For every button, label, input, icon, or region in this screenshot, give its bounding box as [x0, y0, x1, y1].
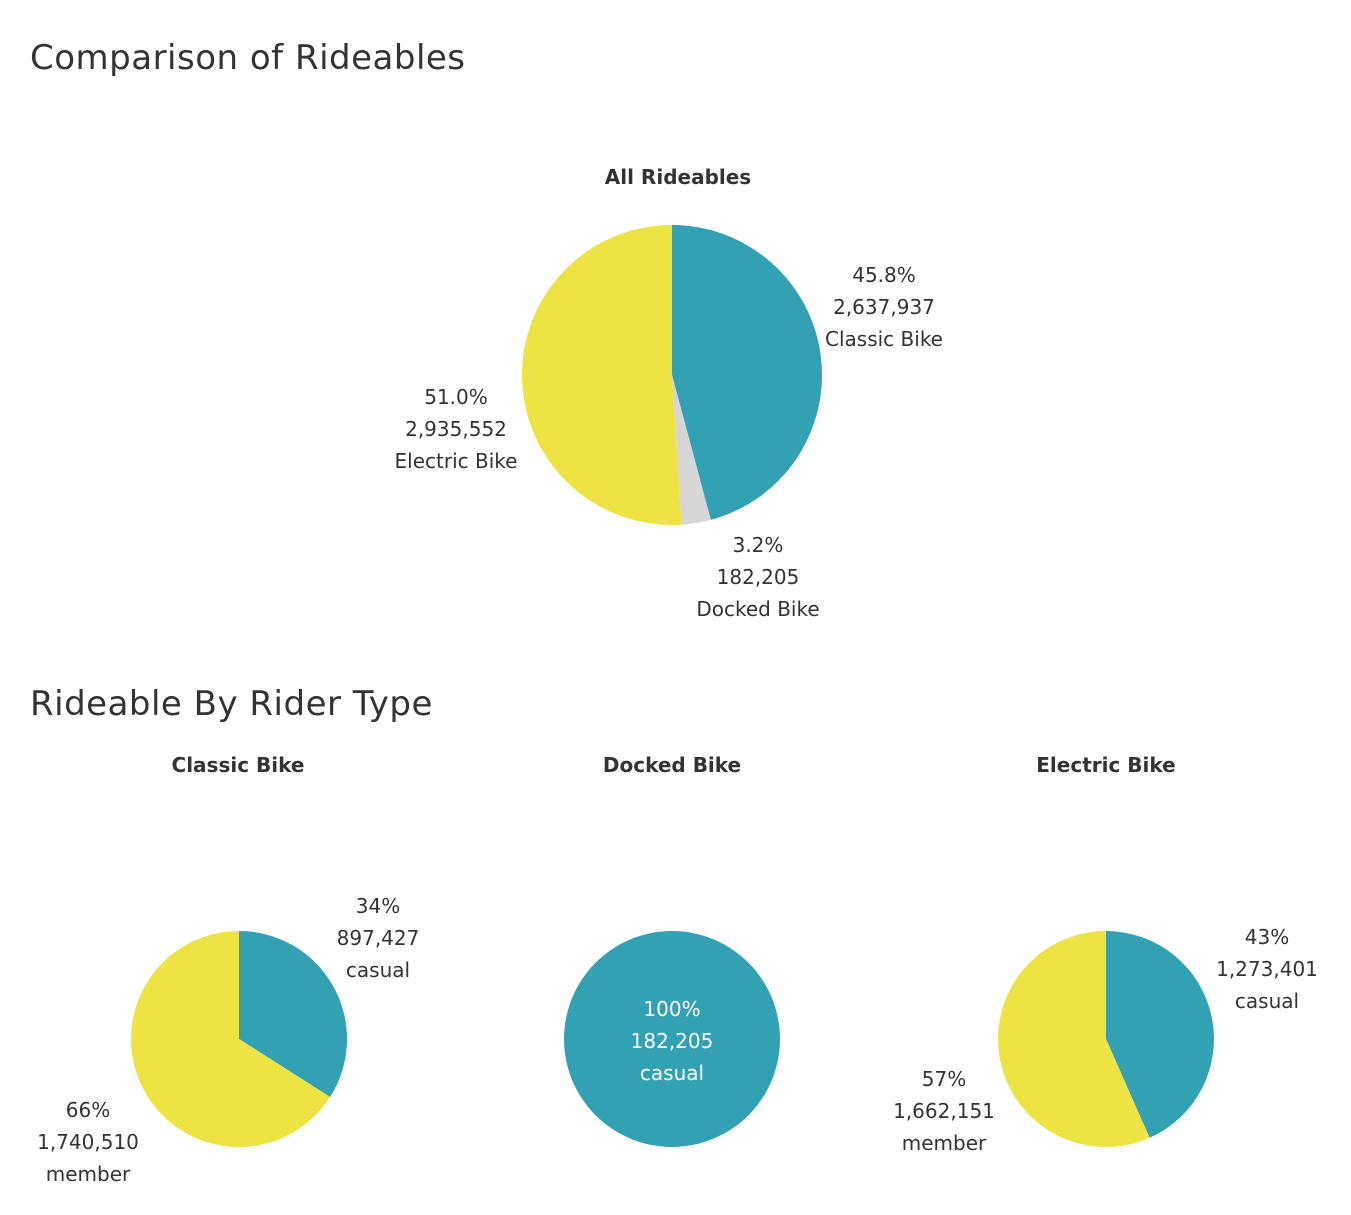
pie-label-category: Classic Bike — [825, 327, 943, 351]
pie-label-percent: 3.2% — [732, 533, 784, 557]
pie-label-category: member — [45, 1162, 131, 1186]
pie-label-value: 182,205 — [630, 1029, 714, 1053]
pie-label-category: Electric Bike — [394, 449, 518, 473]
pie-label-value: 897,427 — [336, 926, 420, 950]
pie-label-classic-bike: 45.8% 2,637,937 Classic Bike — [825, 259, 943, 355]
pie-label-value: 1,273,401 — [1216, 957, 1318, 981]
pie-label-value: 1,740,510 — [37, 1130, 139, 1154]
pie-label-casual: 34% 897,427 casual — [337, 890, 420, 986]
chart-title-electric-bike: Electric Bike — [1036, 753, 1176, 777]
pie-label-percent: 100% — [643, 997, 701, 1021]
pie-slice-member — [998, 931, 1150, 1148]
pie-label-value: 2,637,937 — [833, 295, 935, 319]
pie-slice-docked-bike — [672, 375, 711, 525]
pie-label-percent: 34% — [355, 894, 401, 918]
pie-label-category: casual — [639, 1061, 705, 1085]
pie-slice-member — [130, 931, 331, 1147]
pie-label-member: 57% 1,662,151 member — [893, 1063, 995, 1159]
pie-label-category: Docked Bike — [696, 597, 820, 621]
chart-title-docked-bike: Docked Bike — [602, 753, 742, 777]
page-title: Comparison of Rideables — [30, 38, 466, 78]
pie-label-category: member — [901, 1131, 987, 1155]
pie-label-category: casual — [345, 958, 411, 982]
pie-label-docked-bike: 3.2% 182,205 Docked Bike — [696, 529, 819, 625]
pie-label-casual: 100% 182,205 casual — [631, 993, 714, 1089]
pie-label-value: 1,662,151 — [893, 1099, 995, 1123]
section-title-rider-type: Rideable By Rider Type — [30, 684, 433, 724]
pie-label-percent: 57% — [921, 1067, 967, 1091]
pie-label-electric-bike: 51.0% 2,935,552 Electric Bike — [395, 381, 518, 477]
pie-label-member: 66% 1,740,510 member — [37, 1094, 139, 1190]
pie-label-casual: 43% 1,273,401 casual — [1216, 921, 1318, 1017]
pie-label-value: 182,205 — [716, 565, 800, 589]
pie-label-percent: 51.0% — [424, 385, 488, 409]
chart-title-classic-bike: Classic Bike — [171, 753, 305, 777]
pie-label-category: casual — [1234, 989, 1300, 1013]
pie-label-percent: 66% — [65, 1098, 111, 1122]
pie-label-percent: 45.8% — [852, 263, 916, 287]
pie-slice-electric-bike — [522, 225, 682, 525]
pie-label-percent: 43% — [1244, 925, 1290, 949]
pie-slice-classic-bike — [672, 225, 822, 520]
pie-slice-casual — [1106, 931, 1215, 1138]
pie-label-value: 2,935,552 — [405, 417, 507, 441]
chart-title-all-rideables: All Rideables — [604, 165, 752, 189]
pie-slice-casual — [239, 931, 347, 1097]
